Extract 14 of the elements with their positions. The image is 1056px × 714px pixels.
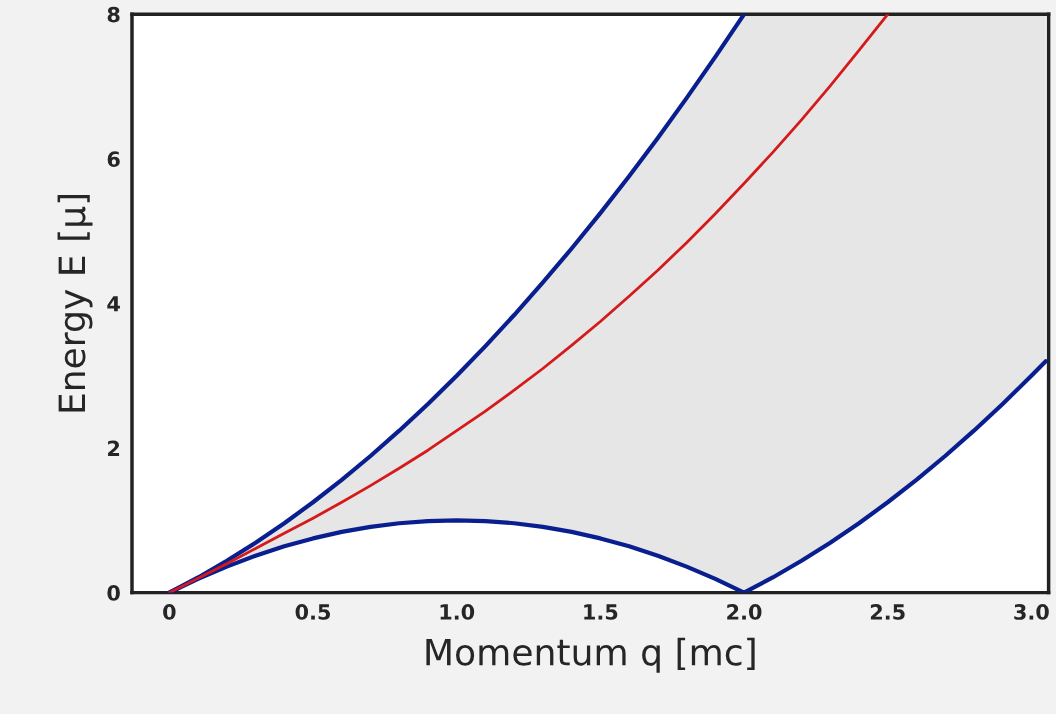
x-tick-label: 3.0 (1014, 604, 1049, 620)
x-tick-label: 0 (163, 604, 176, 620)
y-tick-label: 0 (107, 585, 120, 601)
y-tick-label: 4 (107, 296, 120, 312)
x-tick-label: 0.5 (295, 604, 331, 620)
y-axis-title: Energy E [μ] (57, 194, 93, 412)
x-tick-label: 1.0 (440, 604, 475, 620)
x-tick-label: 2.5 (870, 604, 905, 620)
y-tick-label: 2 (108, 440, 120, 456)
y-tick-label: 6 (107, 151, 120, 168)
x-tick-label: 2.0 (727, 604, 762, 620)
x-tick-label: 1.5 (584, 604, 618, 620)
x-axis-title: Momentum q [mc] (426, 637, 755, 673)
y-tick-label: 8 (107, 6, 120, 23)
